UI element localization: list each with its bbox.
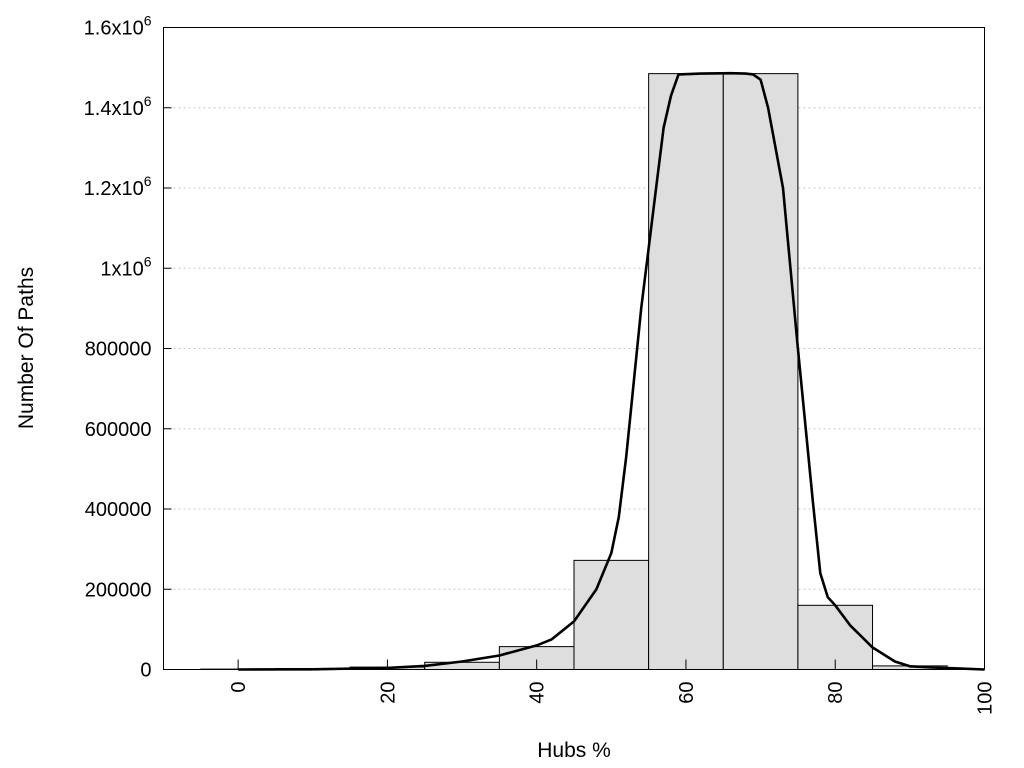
y-tick-label-base: 200000 <box>85 579 152 601</box>
histogram-bar <box>648 73 724 671</box>
y-tick-label-base: 800000 <box>85 339 152 361</box>
y-tick-label: 1.2x106 <box>84 173 152 200</box>
x-axis-title: Hubs % <box>537 739 611 762</box>
y-tick-label-base: 1.6x10 <box>84 18 144 40</box>
x-tick-label: 40 <box>527 682 549 704</box>
x-tick-label: 0 <box>228 682 250 693</box>
y-axis-title: Number Of Paths <box>15 267 38 429</box>
y-tick-label-base: 400000 <box>85 499 152 521</box>
y-tick-label-base: 600000 <box>85 419 152 441</box>
grid-layer <box>163 107 985 590</box>
y-tick-label: 400000 <box>85 499 152 521</box>
plot-frame <box>163 27 985 670</box>
labels-layer: 02000004000006000008000001x1061.2x1061.4… <box>84 13 997 715</box>
y-tick-label: 1.6x106 <box>84 13 152 40</box>
x-tick-label: 100 <box>975 682 997 715</box>
y-tick-label: 200000 <box>85 579 152 601</box>
y-tick-label: 1.4x106 <box>84 93 152 120</box>
y-tick-label-exponent: 6 <box>144 173 152 189</box>
y-tick-label-base: 0 <box>140 660 151 682</box>
y-tick-label: 800000 <box>85 339 152 361</box>
y-tick-label-exponent: 6 <box>144 253 152 269</box>
y-tick-label-base: 1.4x10 <box>84 98 144 120</box>
histogram-bar <box>722 73 799 671</box>
x-tick-label: 60 <box>676 682 698 704</box>
x-tick-label: 80 <box>825 682 847 704</box>
x-tick-label: 20 <box>377 682 399 704</box>
y-tick-label-base: 1x10 <box>100 258 143 280</box>
y-tick-label-exponent: 6 <box>144 13 152 29</box>
bars-layer <box>200 73 948 671</box>
y-tick-label: 600000 <box>85 419 152 441</box>
distribution-curve <box>238 71 985 671</box>
curve-layer <box>238 71 985 671</box>
y-tick-label: 1x106 <box>100 253 151 280</box>
y-tick-label-exponent: 6 <box>144 93 152 109</box>
y-tick-label: 0 <box>140 660 151 682</box>
histogram-bar <box>573 559 650 670</box>
y-tick-label-base: 1.2x10 <box>84 178 144 200</box>
